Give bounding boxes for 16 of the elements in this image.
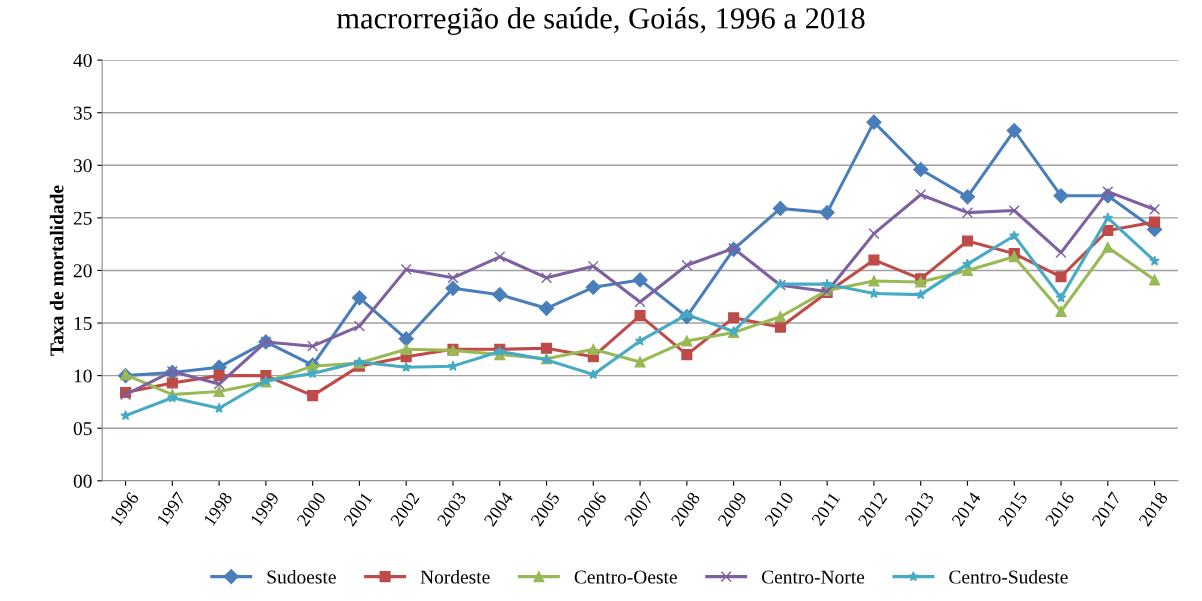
- y-tick-label: 40: [73, 53, 92, 68]
- y-tick-label: 10: [74, 369, 92, 383]
- y-tick-label: 35: [73, 106, 92, 120]
- y-tick-label: 30: [73, 159, 92, 173]
- y-tick-label: 20: [73, 264, 92, 278]
- y-tick-label: 00: [73, 474, 92, 488]
- y-tick-label: 15: [74, 316, 92, 330]
- legend-label: Centro-Sudeste: [949, 569, 1068, 584]
- y-axis-title: Taxa de mortalidade: [49, 185, 64, 356]
- legend-label: Centro-Oeste: [574, 570, 677, 584]
- legend-label: Nordeste: [420, 569, 490, 584]
- y-tick-label: 25: [73, 211, 92, 225]
- legend-label: Sudoeste: [267, 569, 336, 584]
- chart-title: macrorregião de saúde, Goiás, 1996 a 2018: [336, 7, 865, 35]
- legend-label: Centro-Norte: [761, 570, 865, 584]
- y-tick-label: 05: [73, 422, 92, 436]
